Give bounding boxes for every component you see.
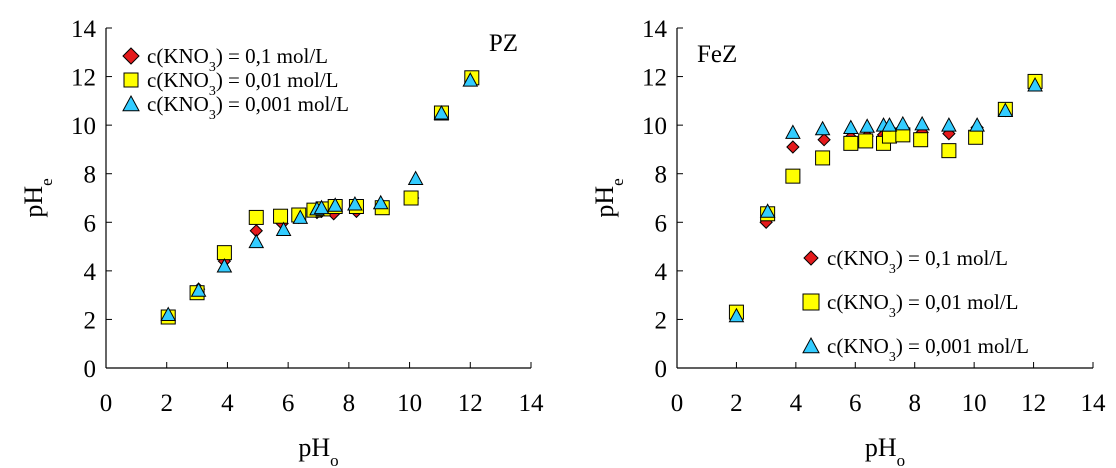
data-point-diamond — [786, 140, 800, 154]
legend-marker-triangle — [802, 336, 820, 354]
legend-marker-square — [123, 72, 139, 88]
data-point-triangle — [728, 307, 745, 323]
chart-panel-fez: 0 2 4 6 8 10 12 14 0 2 4 6 8 10 12 14 pHo pHe FeZ c(KNO3) =… — [590, 16, 1106, 468]
data-point-square — [858, 133, 874, 149]
data-point-triangle — [327, 197, 344, 212]
y-tick-label: 6 — [84, 210, 97, 237]
y-tick-label: 0 — [84, 356, 97, 383]
data-point-diamond — [817, 133, 831, 147]
data-point-triangle — [347, 196, 363, 211]
y-tick-label: 0 — [655, 356, 668, 383]
x-tick-label: 0 — [671, 390, 684, 417]
x-tick-label: 14 — [1081, 390, 1107, 417]
x-tick-label: 10 — [962, 390, 987, 417]
y-tick-label: 10 — [642, 113, 667, 140]
data-point-diamond — [942, 126, 956, 141]
y-tick-label: 14 — [642, 16, 668, 43]
data-point-triangle — [216, 257, 233, 273]
chart-panel-pz: 0 2 4 6 8 10 12 14 0 2 4 6 8 10 12 14 pHo pHe PZ c(KNO3) = … — [19, 16, 544, 468]
data-point-triangle — [1027, 77, 1043, 92]
x-tick-label: 0 — [100, 390, 113, 417]
y-tick-label: 14 — [71, 16, 97, 43]
legend-marker-square — [802, 293, 820, 311]
data-series-2 — [728, 77, 1043, 323]
legend: c(KNO3) = 0,1 mol/L c(KNO3) = 0,01 mol/L c… — [802, 246, 1029, 365]
data-point-triangle — [894, 115, 911, 131]
legend-marker-triangle — [122, 94, 140, 112]
data-point-triangle — [842, 119, 859, 135]
data-point-triangle — [433, 104, 450, 120]
y-tick-label: 8 — [655, 162, 668, 189]
data-point-square — [913, 132, 929, 148]
legend-label: c(KNO3) = 0,001 mol/L — [147, 92, 349, 123]
x-tick-label: 4 — [221, 390, 234, 417]
data-point-square — [941, 143, 957, 159]
x-tick-label: 12 — [1021, 390, 1046, 417]
data-point-triangle — [372, 194, 389, 210]
legend-marker-diamond — [122, 47, 140, 65]
data-series-1 — [728, 73, 1043, 320]
data-point-triangle — [275, 221, 292, 237]
legend-marker-diamond — [803, 250, 819, 266]
legend-label: c(KNO3) = 0,001 mol/L — [827, 334, 1029, 365]
panel-label: FeZ — [697, 41, 737, 68]
data-point-triangle — [407, 170, 424, 186]
data-point-triangle — [785, 124, 801, 139]
data-point-square — [843, 135, 859, 151]
x-tick-label: 6 — [849, 390, 862, 417]
data-point-square — [273, 208, 289, 224]
data-point-triangle — [248, 233, 265, 249]
data-point-triangle — [759, 203, 776, 218]
y-tick-label: 10 — [71, 113, 96, 140]
legend: c(KNO3) = 0,1 mol/Lc(KNO3) = 0,01 mol/Lc… — [122, 44, 349, 123]
data-point-triangle — [941, 117, 957, 132]
legend-label: c(KNO3) = 0,1 mol/L — [147, 44, 328, 75]
legend-label: c(KNO3) = 0,01 mol/L — [827, 290, 1018, 321]
data-point-triangle — [881, 117, 898, 132]
data-series-2 — [160, 72, 479, 322]
legend-label: c(KNO3) = 0,1 mol/L — [827, 246, 1008, 277]
data-point-square — [248, 209, 264, 225]
data-point-square — [815, 150, 831, 166]
data-point-triangle — [859, 118, 876, 133]
data-point-triangle — [969, 117, 985, 132]
data-point-triangle — [160, 306, 177, 322]
x-tick-label: 10 — [397, 390, 422, 417]
data-point-triangle — [914, 115, 930, 131]
x-tick-label: 2 — [160, 390, 173, 417]
y-axis-title: pHe — [590, 178, 627, 217]
x-tick-label: 6 — [282, 390, 295, 417]
y-tick-label: 8 — [84, 162, 97, 189]
y-tick-label: 12 — [642, 65, 667, 92]
data-point-triangle — [814, 120, 831, 136]
x-tick-label: 12 — [458, 390, 483, 417]
x-tick-label: 8 — [908, 390, 921, 417]
x-tick-label: 14 — [519, 390, 545, 417]
data-point-square — [216, 245, 232, 261]
y-tick-label: 12 — [71, 65, 96, 92]
data-point-triangle — [313, 199, 330, 215]
y-tick-label: 6 — [655, 210, 668, 237]
panel-label: PZ — [489, 30, 518, 57]
data-series-0 — [729, 75, 1042, 319]
data-point-square — [403, 190, 419, 206]
data-point-triangle — [292, 209, 309, 224]
x-tick-label: 8 — [343, 390, 356, 417]
data-point-triangle — [462, 72, 479, 87]
x-axis-title: pHo — [298, 433, 338, 468]
data-point-square — [785, 168, 801, 184]
y-tick-label: 4 — [84, 259, 97, 286]
data-point-square — [968, 129, 984, 145]
x-tick-label: 2 — [730, 390, 743, 417]
data-point-triangle — [190, 282, 207, 297]
y-tick-label: 2 — [84, 307, 97, 334]
data-point-triangle — [997, 102, 1014, 118]
y-tick-label: 4 — [655, 259, 668, 286]
x-axis-title: pHo — [865, 433, 905, 468]
y-axis-title: pHe — [19, 178, 56, 217]
x-tick-label: 4 — [790, 390, 803, 417]
legend-label: c(KNO3) = 0,01 mol/L — [147, 68, 338, 99]
y-tick-label: 2 — [655, 307, 668, 334]
